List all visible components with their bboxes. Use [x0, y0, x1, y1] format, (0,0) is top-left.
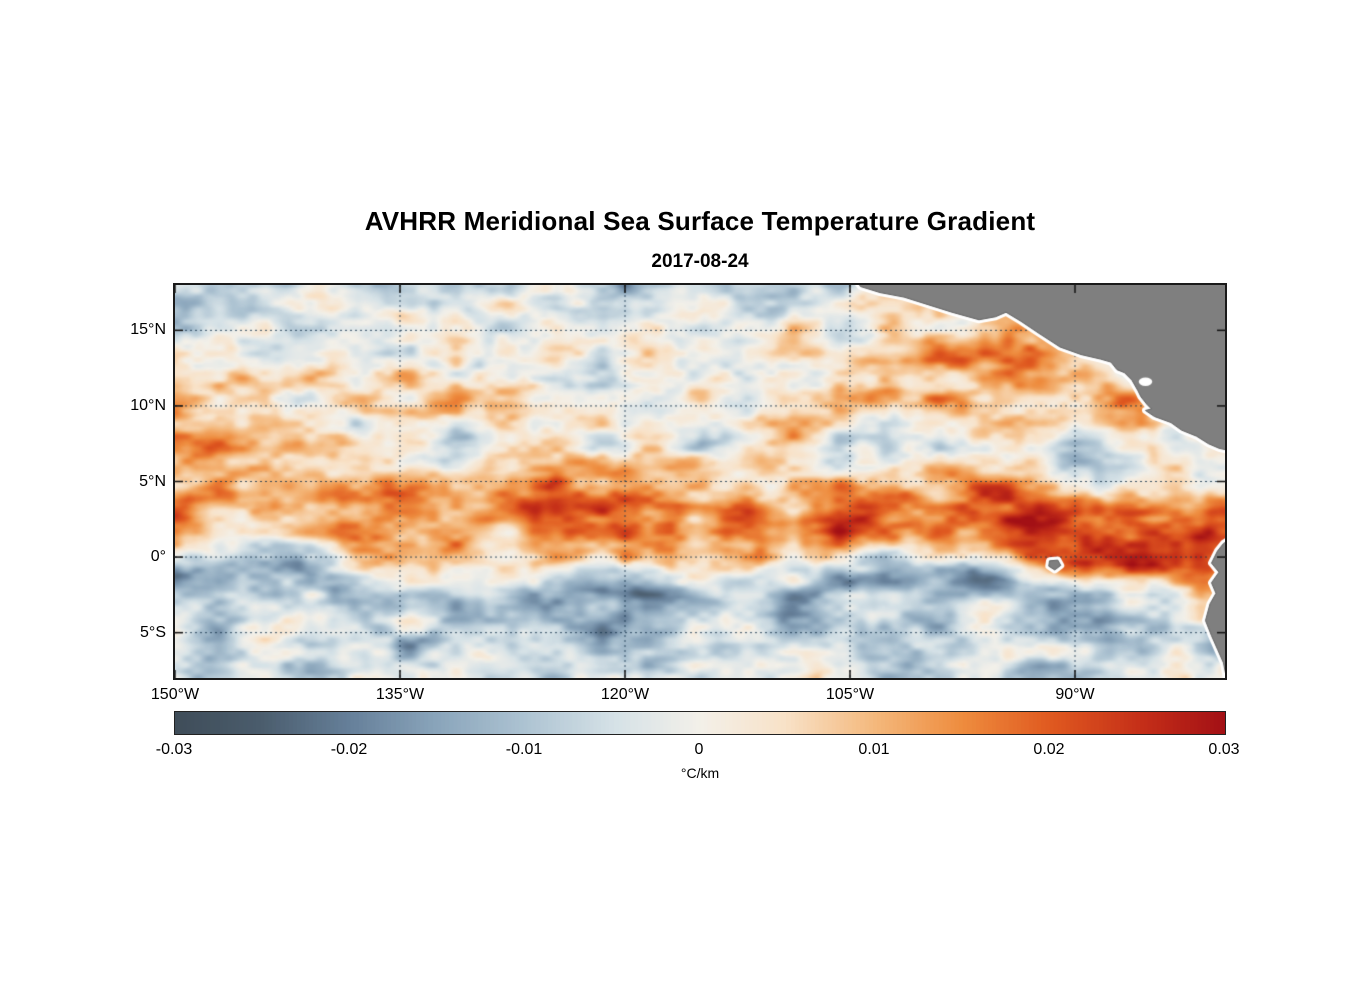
x-tick-label: 120°W: [600, 686, 650, 703]
chart-title: AVHRR Meridional Sea Surface Temperature…: [364, 206, 1036, 236]
colorbar-units-label: °C/km: [680, 765, 720, 781]
sst-gradient-heatmap: [175, 285, 1225, 678]
x-tick-label: 105°W: [825, 686, 875, 703]
colorbar-gradient: [175, 712, 1225, 734]
y-tick-label: 5°N: [139, 472, 166, 490]
chart-subtitle-date: 2017-08-24: [651, 251, 749, 272]
map-plot-area: [173, 283, 1227, 680]
colorbar-tick-label: -0.01: [505, 741, 543, 758]
colorbar-tick-label: 0.03: [1208, 741, 1240, 758]
y-tick-label: 0°: [150, 548, 166, 566]
colorbar-tick-label: -0.03: [155, 741, 193, 758]
x-tick-label: 150°W: [150, 686, 200, 703]
y-tick-label: 15°N: [130, 321, 166, 339]
y-tick-label: 5°S: [140, 623, 166, 641]
colorbar-tick-label: 0.02: [1033, 741, 1065, 758]
colorbar-tick-label: 0: [694, 741, 704, 758]
colorbar: [174, 711, 1226, 735]
x-tick-label: 135°W: [375, 686, 425, 703]
colorbar-tick-label: 0.01: [858, 741, 890, 758]
colorbar-tick-label: -0.02: [330, 741, 368, 758]
x-tick-label: 90°W: [1055, 686, 1095, 703]
y-tick-label: 10°N: [130, 396, 166, 414]
